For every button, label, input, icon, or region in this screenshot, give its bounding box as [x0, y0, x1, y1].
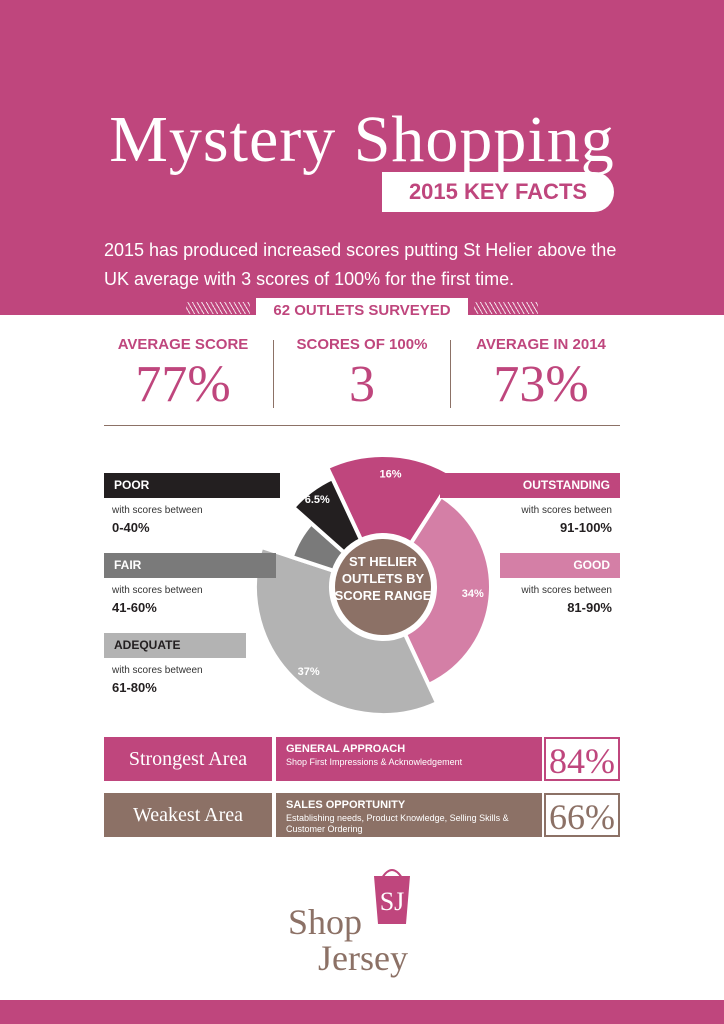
legend-range: 61-80% [112, 680, 157, 695]
intro: 2015 has produced increased scores putti… [104, 240, 617, 289]
area-score: 84% [544, 737, 620, 781]
stat-label: SCORES OF 100% [296, 336, 428, 353]
divider [273, 340, 274, 408]
area-row: Weakest Area SALES OPPORTUNITY Establish… [104, 793, 620, 837]
logo-word: Shop [288, 902, 362, 942]
legend-bar: GOOD [500, 553, 620, 578]
logo-word: Jersey [318, 938, 408, 978]
logo-bag [374, 876, 410, 924]
stat-label: AVERAGE IN 2014 [476, 336, 606, 353]
logo-mark: SJ [380, 887, 405, 916]
center-circle [335, 539, 431, 635]
stat-value: 3 [349, 356, 375, 413]
legend-bar: OUTSTANDING [440, 473, 620, 498]
slice [290, 475, 364, 556]
area-title: Strongest Area [104, 737, 272, 781]
title: Mystery Shopping [109, 103, 615, 176]
legend-note: with scores between [112, 505, 203, 516]
area-heading: SALES OPPORTUNITY [286, 799, 406, 811]
value-label: 37% [298, 666, 320, 678]
stat: SCORES OF 100% 3 [273, 336, 451, 414]
rule [104, 425, 620, 426]
legend-range: 0-40% [112, 520, 150, 535]
logo-handle [381, 869, 403, 879]
area-title: Weakest Area [104, 793, 272, 837]
value-label: 6.5% [272, 525, 297, 537]
stat-label: AVERAGE SCORE [117, 336, 249, 353]
area-detail: Establishing needs, Product Knowledge, S… [286, 813, 509, 834]
value-label: 34% [462, 588, 484, 600]
divider [450, 340, 451, 408]
legend-range: 91-100% [559, 520, 612, 535]
legend-bar: POOR [104, 473, 280, 498]
slice [253, 544, 440, 717]
area-row: Strongest Area GENERAL APPROACH Shop Fir… [104, 737, 620, 781]
area-detail: Shop First Impressions & Acknowledgement [286, 757, 463, 767]
stat-value: 77% [135, 356, 231, 413]
hatch [474, 302, 538, 314]
area-heading: GENERAL APPROACH [286, 743, 406, 755]
legend-note: with scores between [112, 585, 203, 596]
legend-note: with scores between [521, 585, 612, 596]
stat: AVERAGE IN 2014 73% [452, 336, 630, 414]
legend-bar: FAIR [104, 553, 276, 578]
stat: AVERAGE SCORE 77% [94, 336, 272, 414]
legend-note: with scores between [521, 505, 612, 516]
legend-range: 81-90% [567, 600, 612, 615]
hatch [186, 302, 250, 314]
legend-range: 41-60% [112, 600, 157, 615]
value-label: 6.5% [305, 494, 330, 506]
legend-bar: ADEQUATE [104, 633, 246, 658]
slice [402, 493, 493, 688]
legend-text: with scores between 81-90% [420, 585, 612, 615]
subtitle: 2015 KEY FACTS [382, 172, 614, 212]
footer-bar [0, 1000, 724, 1024]
area-body: GENERAL APPROACH Shop First Impressions … [276, 737, 542, 781]
value-label: 16% [380, 468, 402, 480]
legend-text: with scores between 41-60% [112, 585, 272, 615]
center-label: ST HELIER OUTLETS BY SCORE RANGE [334, 554, 432, 603]
area-score: 66% [544, 793, 620, 837]
header [0, 0, 724, 315]
legend-text: with scores between 91-100% [420, 505, 612, 535]
legend-text: with scores between 0-40% [112, 505, 272, 535]
banner: 62 OUTLETS SURVEYED [256, 298, 468, 324]
legend-note: with scores between [112, 665, 203, 676]
legend-text: with scores between 61-80% [112, 665, 272, 695]
stat-value: 73% [493, 356, 589, 413]
logo: SJ Shop Jersey [288, 869, 410, 978]
area-body: SALES OPPORTUNITY Establishing needs, Pr… [276, 793, 542, 837]
